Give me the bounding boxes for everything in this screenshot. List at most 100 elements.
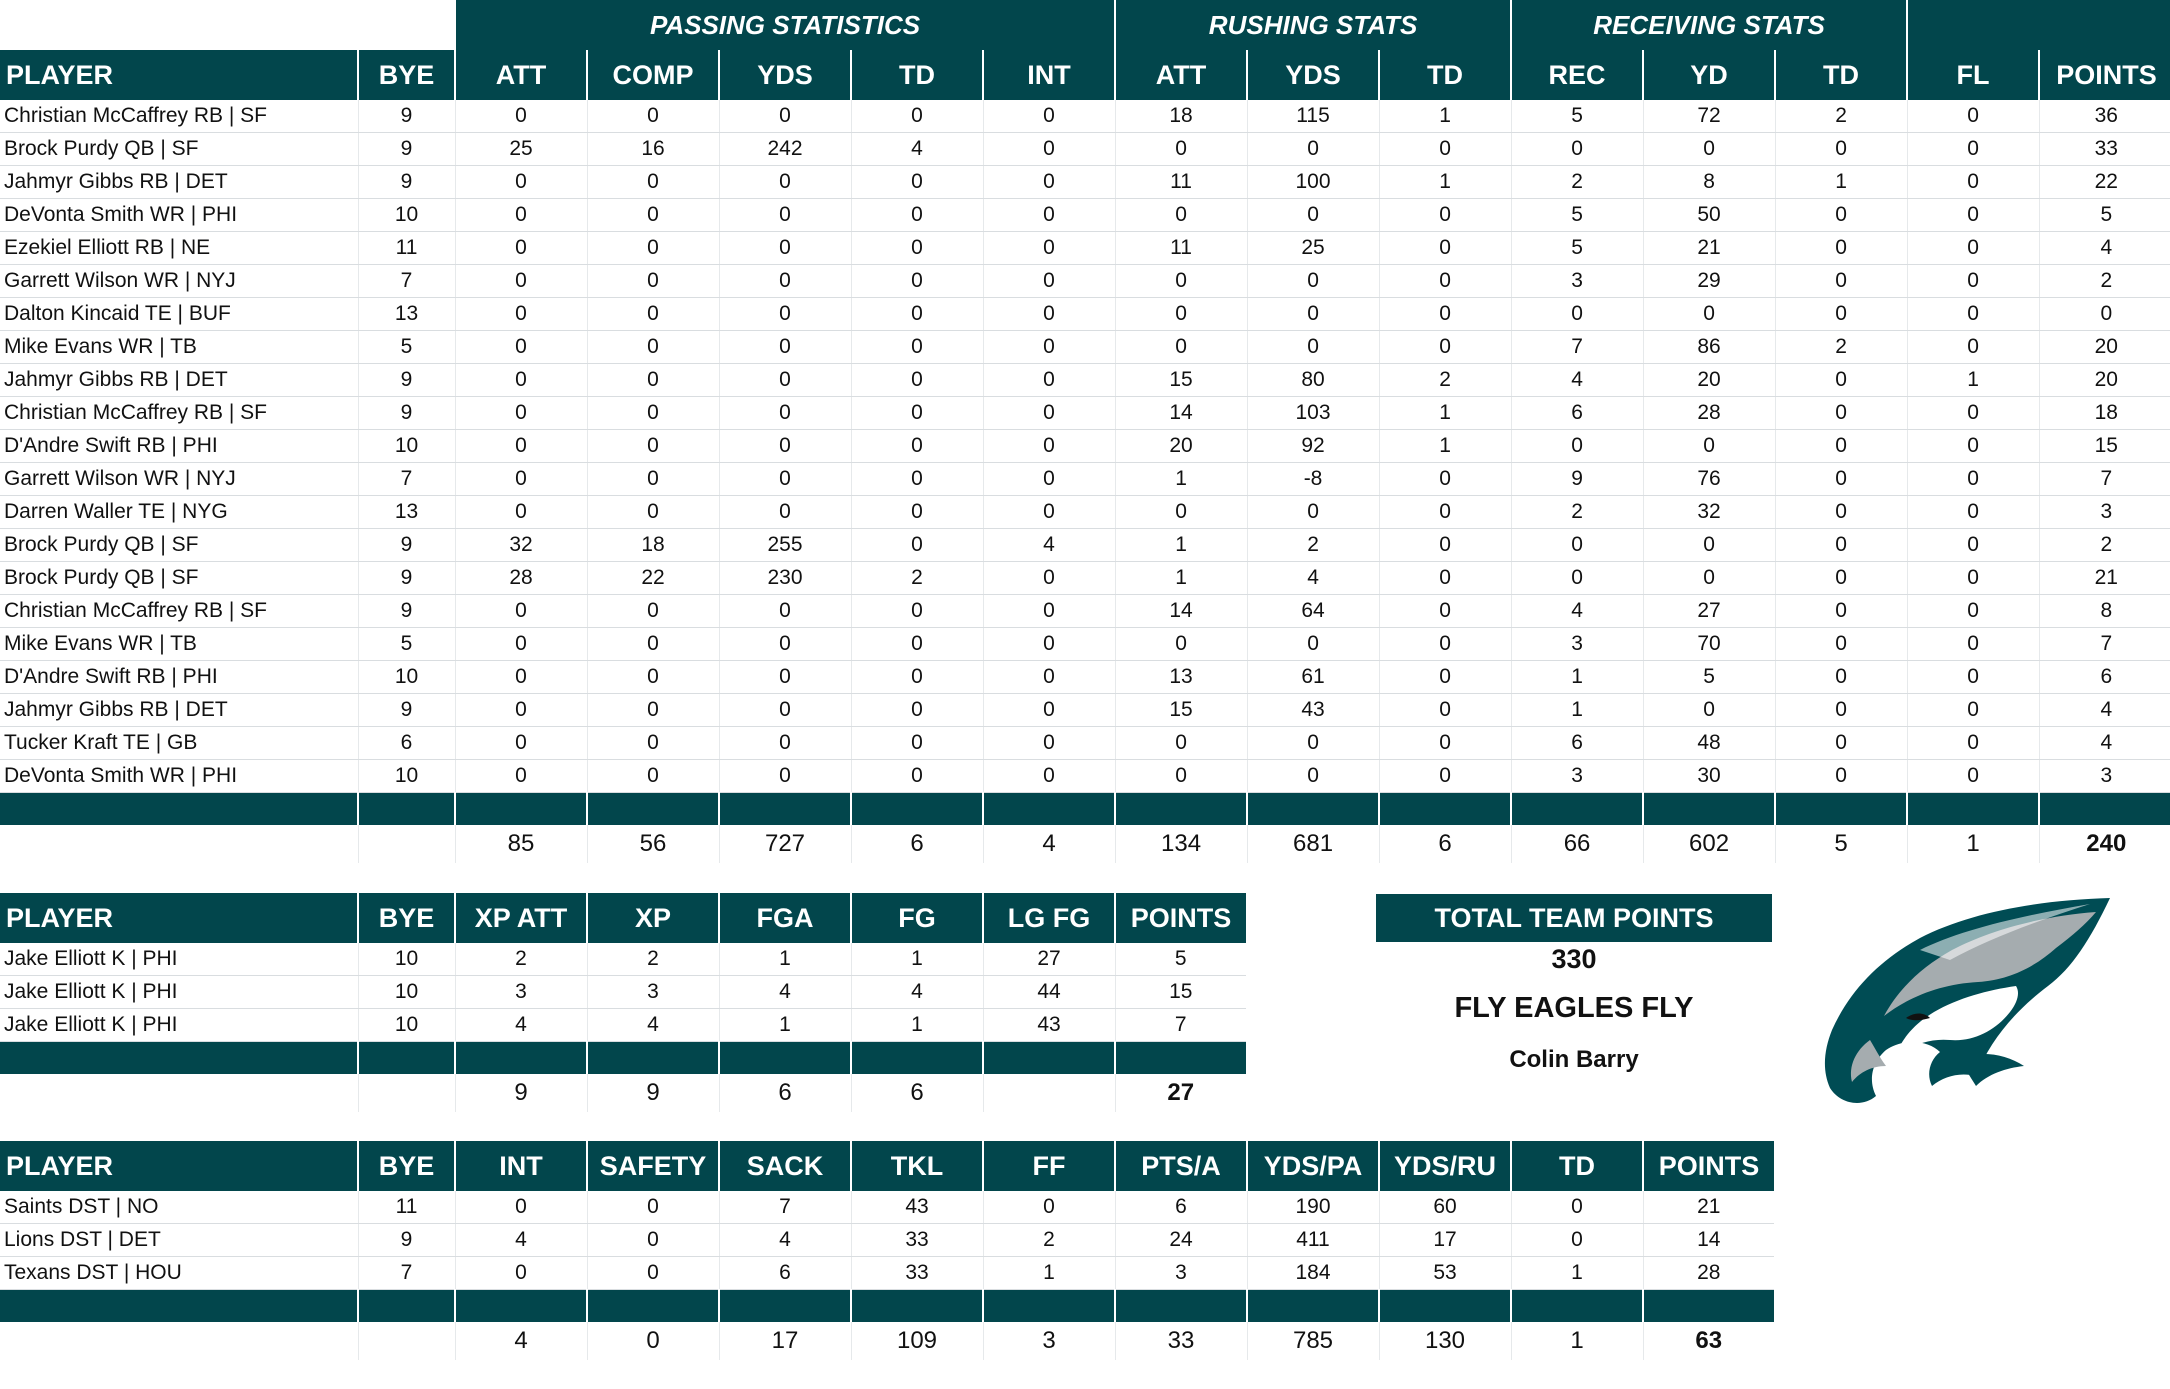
stat-cell-points: 18 bbox=[2038, 396, 2170, 430]
stat-cell-points: 2 bbox=[2038, 528, 2170, 562]
stat-cell-int: 4 bbox=[982, 528, 1116, 562]
stat-cell-td: 0 bbox=[1774, 660, 1908, 694]
group-header-extra bbox=[1906, 0, 2170, 50]
stat-cell-yd: 0 bbox=[1642, 429, 1776, 463]
band-cell bbox=[0, 792, 358, 825]
stat-cell-tkl: 33 bbox=[850, 1223, 983, 1257]
stat-cell-td: 0 bbox=[1378, 264, 1512, 298]
stat-cell-sack: 6 bbox=[718, 1256, 851, 1290]
band-cell bbox=[1378, 1289, 1511, 1322]
stat-cell-yd: 5 bbox=[1642, 660, 1776, 694]
stat-cell-comp: 0 bbox=[586, 462, 719, 496]
stat-cell-att: 32 bbox=[454, 528, 587, 562]
stat-cell-td: 1 bbox=[1378, 396, 1512, 430]
band-cell bbox=[1642, 792, 1776, 825]
column-header-tkl: TKL bbox=[850, 1141, 983, 1191]
table-row: Brock Purdy QB | SF 9 28 22 230 2 0 1 4 0 0 0 0 0 21 bbox=[0, 561, 2170, 595]
stat-cell-yd: 0 bbox=[1642, 528, 1776, 562]
stat-cell-att: 0 bbox=[454, 627, 587, 661]
stat-cell-td: 0 bbox=[1774, 297, 1908, 331]
column-header-ff: FF bbox=[982, 1141, 1115, 1191]
stat-cell-yds: 0 bbox=[718, 396, 851, 430]
stat-cell-points: 21 bbox=[1642, 1191, 1774, 1224]
stat-cell-int: 0 bbox=[454, 1191, 587, 1224]
player-name-cell: Saints DST | NO bbox=[0, 1191, 358, 1224]
stat-cell-points: 3 bbox=[2038, 495, 2170, 529]
stat-cell-td: 0 bbox=[850, 693, 983, 727]
team-owner-name: Colin Barry bbox=[1509, 1046, 1639, 1073]
total-cell-yd: 602 bbox=[1642, 825, 1776, 863]
stat-cell-xp: 3 bbox=[586, 975, 719, 1009]
stat-cell-yds: 0 bbox=[718, 165, 851, 199]
stat-cell-int: 0 bbox=[982, 231, 1116, 265]
stat-cell-td: 0 bbox=[850, 198, 983, 232]
table-row: D'Andre Swift RB | PHI 10 0 0 0 0 0 13 61 0 1 5 0 0 6 bbox=[0, 660, 2170, 694]
stat-cell-points: 28 bbox=[1642, 1256, 1774, 1290]
stat-cell-td: 0 bbox=[850, 495, 983, 529]
stat-cell-fl: 0 bbox=[1906, 693, 2040, 727]
table-row: Lions DST | DET 9 4 0 4 33 2 24 411 17 0 14 bbox=[0, 1223, 1774, 1257]
stat-cell-points: 3 bbox=[2038, 759, 2170, 793]
stat-cell-int: 0 bbox=[982, 396, 1116, 430]
stat-cell-safety: 0 bbox=[586, 1256, 719, 1290]
band-cell bbox=[850, 1289, 983, 1322]
stat-cell-att: 0 bbox=[454, 165, 587, 199]
stat-cell-rec: 3 bbox=[1510, 264, 1644, 298]
total-cell-player bbox=[0, 1322, 358, 1360]
stat-cell-bye: 9 bbox=[357, 165, 455, 199]
band-cell bbox=[586, 1289, 719, 1322]
column-header-xp-att: XP ATT bbox=[454, 893, 587, 943]
stat-cell-td: 0 bbox=[1378, 495, 1512, 529]
stat-cell-points: 7 bbox=[2038, 462, 2170, 496]
stat-cell-points: 6 bbox=[2038, 660, 2170, 694]
stat-cell-comp: 18 bbox=[586, 528, 719, 562]
stat-cell-yds: 0 bbox=[1246, 726, 1380, 760]
stat-cell-bye: 7 bbox=[357, 1256, 455, 1290]
total-cell-bye bbox=[357, 1322, 455, 1360]
total-cell-rec: 66 bbox=[1510, 825, 1644, 863]
stat-cell-yds-ru: 17 bbox=[1378, 1223, 1511, 1257]
stat-cell-td: 0 bbox=[1378, 759, 1512, 793]
stat-cell-yd: 27 bbox=[1642, 594, 1776, 628]
stat-cell-td: 2 bbox=[1774, 330, 1908, 364]
stat-cell-att: 0 bbox=[1114, 264, 1248, 298]
stat-cell-bye: 5 bbox=[357, 627, 455, 661]
table-row: Tucker Kraft TE | GB 6 0 0 0 0 0 0 0 0 6 48 0 0 4 bbox=[0, 726, 2170, 760]
stat-cell-lg-fg: 27 bbox=[982, 943, 1115, 976]
stat-cell-yds: 0 bbox=[718, 297, 851, 331]
band-cell bbox=[357, 792, 455, 825]
dst-stats-table: PLAYER BYE INT SAFETY SACK TKL FF PTS/A YDS/PA YD… bbox=[0, 1141, 1774, 1360]
stat-cell-lg-fg: 44 bbox=[982, 975, 1115, 1009]
stat-cell-att: 0 bbox=[1114, 198, 1248, 232]
band-cell bbox=[1378, 792, 1512, 825]
stat-cell-fl: 0 bbox=[1906, 132, 2040, 166]
stat-cell-att: 11 bbox=[1114, 231, 1248, 265]
player-name-cell: D'Andre Swift RB | PHI bbox=[0, 429, 358, 463]
column-header-td: TD bbox=[1774, 50, 1908, 100]
table-row: DeVonta Smith WR | PHI 10 0 0 0 0 0 0 0 0 3 30 0 0 3 bbox=[0, 759, 2170, 793]
player-name-cell: Christian McCaffrey RB | SF bbox=[0, 396, 358, 430]
stat-cell-points: 33 bbox=[2038, 132, 2170, 166]
stat-cell-yds: 2 bbox=[1246, 528, 1380, 562]
player-name-cell: Ezekiel Elliott RB | NE bbox=[0, 231, 358, 265]
band-cell bbox=[1510, 1289, 1643, 1322]
stat-cell-td: 1 bbox=[1774, 165, 1908, 199]
stat-cell-points: 0 bbox=[2038, 297, 2170, 331]
player-name-cell: Jake Elliott K | PHI bbox=[0, 943, 358, 976]
stat-cell-td: 0 bbox=[850, 759, 983, 793]
stat-cell-att: 0 bbox=[454, 396, 587, 430]
column-header-player: PLAYER bbox=[0, 893, 358, 943]
player-stats-table: PASSING STATISTICS RUSHING STATS RECEIVI… bbox=[0, 0, 2170, 863]
table-row: DeVonta Smith WR | PHI 10 0 0 0 0 0 0 0 0 5 50 0 0 5 bbox=[0, 198, 2170, 232]
stat-cell-bye: 13 bbox=[357, 495, 455, 529]
stat-cell-td: 0 bbox=[850, 660, 983, 694]
stat-cell-bye: 7 bbox=[357, 264, 455, 298]
stat-cell-yds: 0 bbox=[1246, 759, 1380, 793]
column-header-yds: YDS bbox=[1246, 50, 1380, 100]
stat-cell-yds: 4 bbox=[1246, 561, 1380, 595]
totals-row: 85 56 727 6 4 134 681 6 66 602 5 1 240 bbox=[0, 825, 2170, 863]
stat-cell-pts-a: 24 bbox=[1114, 1223, 1247, 1257]
stat-cell-yds: 43 bbox=[1246, 693, 1380, 727]
stat-cell-att: 0 bbox=[1114, 132, 1248, 166]
group-header-receiving: RECEIVING STATS bbox=[1510, 0, 1908, 50]
